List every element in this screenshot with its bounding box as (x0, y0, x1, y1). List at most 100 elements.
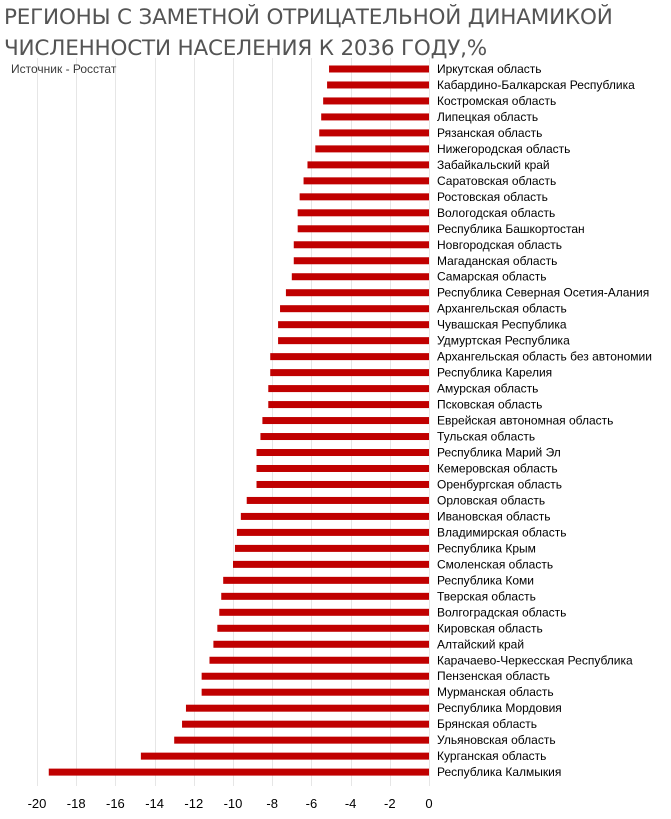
category-label: Тверская область (437, 589, 536, 603)
bar (234, 544, 429, 552)
category-label: Архангельская область без автономии (437, 350, 652, 364)
category-label: Пензенская область (437, 669, 550, 683)
category-label: Республика Карелия (437, 366, 552, 380)
category-label: Алтайский край (437, 637, 524, 651)
bar (297, 209, 429, 217)
bar (213, 640, 429, 648)
category-label: Чувашская Республика (437, 318, 567, 332)
bar (293, 257, 429, 265)
category-label: Нижегородская область (437, 142, 570, 156)
bar (185, 704, 429, 712)
bar (201, 672, 429, 680)
category-label: Орловская область (437, 493, 545, 507)
category-label: Забайкальский край (437, 158, 550, 172)
x-tick-label: -20 (28, 796, 47, 811)
x-tick-label: 0 (425, 796, 432, 811)
bar (174, 736, 429, 744)
x-tick-label: -8 (266, 796, 278, 811)
bar (285, 289, 429, 297)
bar (315, 145, 429, 153)
category-label: Костромская область (437, 94, 556, 108)
chart-title: РЕГИОНЫ С ЗАМЕТНОЙ ОТРИЦАТЕЛЬНОЙ ДИНАМИК… (4, 2, 664, 64)
bar (278, 321, 429, 329)
category-label: Кемеровская область (437, 461, 558, 475)
category-label: Брянская область (437, 717, 537, 731)
bar (293, 241, 429, 249)
category-label: Рязанская область (437, 126, 542, 140)
bar (260, 433, 429, 441)
bar (262, 417, 429, 425)
category-label: Республика Калмыкия (437, 765, 561, 779)
category-label: Вологодская область (437, 206, 555, 220)
bar (209, 656, 429, 664)
x-tick-label: -4 (345, 796, 357, 811)
bar (48, 768, 429, 776)
category-label: Карачаево-Черкесская Республика (437, 653, 633, 667)
bar (278, 337, 429, 345)
category-label: Иркутская область (437, 62, 542, 76)
bar (299, 193, 429, 201)
x-tick-label: -18 (67, 796, 86, 811)
x-tick-label: -14 (145, 796, 164, 811)
x-axis-tick-labels: -20 -18 -16 -14 -12 -10 -8 -6 -4 -2 0 (28, 796, 433, 811)
category-label: Псковская область (437, 398, 542, 412)
bar (219, 608, 429, 616)
category-label: Новгородская область (437, 238, 562, 252)
chart-title-line-2: ЧИСЛЕННОСТИ НАСЕЛЕНИЯ К 2036 ГОДУ,% (4, 36, 487, 61)
bar (297, 225, 429, 233)
bar (256, 464, 429, 472)
bar (270, 369, 429, 377)
chart-title-line-1: РЕГИОНЫ С ЗАМЕТНОЙ ОТРИЦАТЕЛЬНОЙ ДИНАМИК… (4, 5, 613, 30)
x-tick-label: -10 (224, 796, 243, 811)
category-label: Удмуртская Республика (437, 334, 570, 348)
category-label: Республика Мордовия (437, 701, 562, 715)
x-tick-label: -16 (106, 796, 125, 811)
category-label: Республика Марий Эл (437, 446, 561, 460)
category-label: Саратовская область (437, 174, 556, 188)
bar (140, 752, 429, 760)
bar (307, 161, 429, 169)
bar (321, 113, 429, 121)
category-label: Ивановская область (437, 509, 551, 523)
category-labels: Иркутская область Кабардино-Балкарская Ре… (437, 62, 652, 779)
category-label: Кабардино-Балкарская Республика (437, 78, 635, 92)
bar (303, 177, 429, 185)
category-label: Курганская область (437, 749, 546, 763)
category-label: Республика Башкортостан (437, 222, 585, 236)
category-label: Кировская область (437, 621, 543, 635)
bar (223, 576, 429, 584)
source-note: Источник - Росстат (11, 62, 117, 76)
bar (270, 353, 429, 361)
category-label: Республика Коми (437, 573, 534, 587)
category-label: Оренбургская область (437, 477, 562, 491)
bar (201, 688, 429, 696)
bar (268, 401, 429, 409)
x-tick-label: -12 (184, 796, 203, 811)
category-label: Тульская область (437, 430, 535, 444)
category-label: Ростовская область (437, 190, 548, 204)
bar (221, 592, 429, 600)
bar (233, 560, 429, 568)
bar (280, 305, 429, 313)
category-label: Амурская область (437, 382, 538, 396)
bar (240, 512, 429, 520)
x-tick-label: -6 (306, 796, 318, 811)
bars (48, 65, 429, 776)
bar (291, 273, 429, 281)
category-label: Республика Северная Осетия-Алания (437, 286, 649, 300)
category-label: Волгоградская область (437, 605, 566, 619)
category-label: Липецкая область (437, 110, 538, 124)
bar (246, 496, 429, 504)
bar (182, 720, 429, 728)
x-tick-label: -2 (384, 796, 396, 811)
category-label: Самарская область (437, 270, 547, 284)
bar (327, 81, 429, 89)
bar (319, 129, 429, 137)
category-label: Архангельская область (437, 302, 567, 316)
bar (256, 449, 429, 457)
category-label: Владимирская область (437, 525, 566, 539)
category-label: Еврейская автономная область (437, 414, 613, 428)
category-label: Ульяновская область (437, 733, 556, 747)
bar (323, 97, 429, 105)
